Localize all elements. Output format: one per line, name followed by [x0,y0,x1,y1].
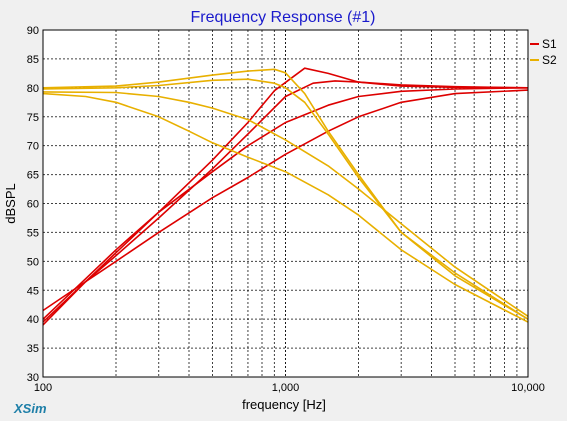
y-axis-title: dBSPL [3,183,18,223]
legend-label[interactable]: S2 [542,53,557,67]
series-line-2 [42,80,529,323]
y-tick-label: 75 [27,112,39,124]
y-tick-label: 55 [27,227,39,239]
legend-label[interactable]: S1 [542,37,557,51]
chart-title: Frequency Response (#1) [191,9,376,26]
y-tick-label: 90 [27,25,39,37]
y-tick-label: 60 [27,199,39,211]
x-axis-title: frequency [Hz] [242,397,326,412]
x-tick-label: 100 [34,382,52,394]
x-tick-labels: 100 1,000 10,000 [34,382,545,394]
series-line-6 [42,78,529,320]
y-tick-label: 65 [27,170,39,182]
y-tick-label: 35 [27,343,39,355]
series-line-7 [42,91,529,317]
x-tick-label: 10,000 [511,382,545,394]
y-tick-label: 85 [27,54,39,66]
series-line-1 [42,67,529,326]
y-tick-label: 45 [27,285,39,297]
x-tick-label: 1,000 [272,382,300,394]
plot-frame [42,29,529,378]
series-line-4 [42,89,529,312]
y-tick-label: 70 [27,141,39,153]
series-line-8 [42,92,529,323]
y-tick-label: 50 [27,256,39,268]
y-tick-labels: 30 35 40 45 50 55 60 65 70 75 80 85 90 [27,25,39,384]
series-lines [42,67,529,326]
series-line-3 [42,87,529,320]
y-tick-label: 80 [27,83,39,95]
y-tick-label: 30 [27,372,39,384]
y-tick-label: 40 [27,314,39,326]
xsim-brand-label: XSim [13,401,47,416]
